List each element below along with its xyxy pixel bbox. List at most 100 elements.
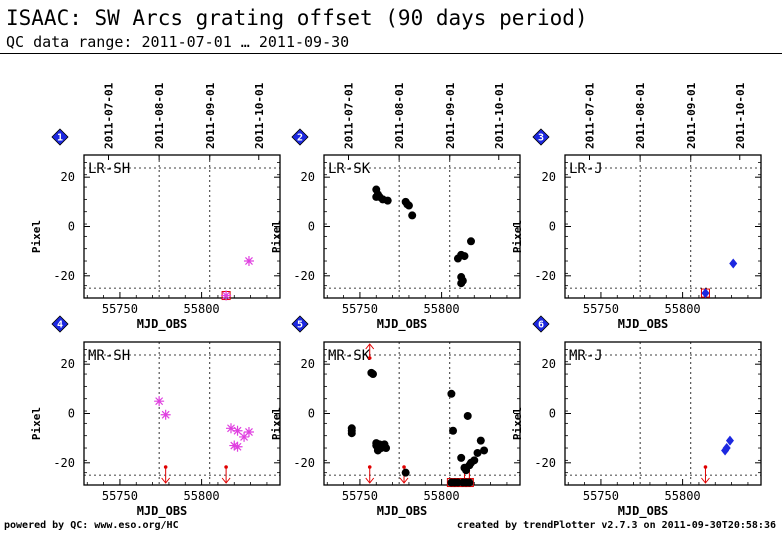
y-tick-label: 20 [301, 170, 315, 184]
y-tick-label: 0 [308, 220, 315, 234]
data-point [383, 196, 392, 205]
y-axis-label: Pixel [270, 220, 283, 253]
data-point [347, 429, 356, 438]
data-point [449, 426, 458, 435]
data-point [232, 425, 243, 436]
top-date-label: 2011-09-01 [685, 82, 698, 149]
panel-label: MR-J [569, 348, 603, 364]
top-date-label: 2011-07-01 [343, 82, 356, 149]
y-tick-label: 20 [301, 357, 315, 371]
panel-number-icon [532, 315, 550, 333]
panel-number-icon [291, 315, 309, 333]
data-point [229, 440, 240, 451]
panel-number: 6 [538, 320, 544, 331]
y-tick-label: 20 [61, 357, 75, 371]
data-point [458, 276, 467, 285]
data-point [239, 431, 250, 442]
y-tick-label: 0 [549, 220, 556, 234]
outlier-dot [224, 465, 228, 469]
data-point [447, 389, 456, 398]
x-tick-label: 55750 [583, 489, 619, 503]
page-title: ISAAC: SW Arcs grating offset (90 days p… [6, 6, 588, 30]
top-date-label: 2011-07-01 [584, 82, 597, 149]
footer-created-by: created by trendPlotter v2.7.3 on 2011-0… [456, 520, 776, 531]
top-date-label: 2011-08-01 [153, 82, 166, 149]
panel-label: LR-SH [88, 161, 130, 177]
outlier-dot [703, 465, 708, 469]
panel-number: 1 [57, 133, 63, 144]
panel-3: -20 0 20 55750 55800 2011-07-01 2011-08-01 2011… [511, 82, 762, 332]
top-date-label: 2011-08-01 [393, 82, 406, 149]
y-tick-label: 20 [542, 357, 556, 371]
top-date-label: 2011-09-01 [204, 82, 217, 149]
top-date-label: 2011-07-01 [103, 82, 116, 149]
top-date-label: 2011-10-01 [734, 82, 747, 149]
outlier-arrow-head [399, 477, 409, 484]
outlier-arrow-head [221, 477, 231, 484]
footer-powered-by: powered by QC: www.eso.org/HC [4, 520, 179, 531]
data-point [226, 423, 236, 434]
outlier-dot [402, 465, 406, 469]
x-axis-label: MJD_OBS [618, 504, 669, 519]
y-tick-label: -20 [293, 456, 315, 470]
x-axis-label: MJD_OBS [377, 504, 428, 519]
x-tick-label: 55750 [342, 302, 378, 316]
y-tick-label: 0 [68, 407, 75, 421]
outlier-dot [367, 356, 372, 360]
outlier-arrow-head [365, 477, 375, 484]
x-tick-label: 55750 [342, 489, 378, 503]
outlier-arrow-head [701, 477, 710, 484]
y-axis-label: Pixel [270, 407, 283, 440]
y-axis-label: Pixel [511, 220, 524, 253]
panel-number: 5 [297, 320, 303, 331]
data-point [460, 252, 469, 261]
y-tick-label: -20 [293, 269, 315, 283]
top-date-label: 2011-09-01 [444, 82, 457, 149]
outlier-arrow-head [365, 343, 375, 350]
panel-number: 4 [57, 320, 63, 331]
data-point [408, 211, 417, 220]
y-tick-label: 0 [549, 407, 556, 421]
x-axis-label: MJD_OBS [377, 317, 428, 332]
x-tick-label: 55800 [665, 489, 701, 503]
panel-number: 3 [538, 133, 544, 144]
x-tick-label: 55800 [424, 302, 460, 316]
panel-number-icon [532, 128, 550, 146]
data-point [701, 288, 710, 299]
x-tick-label: 55750 [583, 302, 619, 316]
y-tick-label: 0 [68, 220, 75, 234]
y-tick-label: -20 [534, 456, 556, 470]
data-point [729, 258, 738, 269]
x-axis-label: MJD_OBS [618, 317, 669, 332]
data-point [457, 453, 466, 462]
panel-number-icon [51, 315, 69, 333]
x-tick-label: 55800 [424, 489, 460, 503]
data-point [160, 409, 171, 420]
data-point [243, 426, 254, 437]
data-point [232, 441, 243, 452]
panel-label: LR-SK [328, 161, 371, 177]
x-axis-label: MJD_OBS [137, 317, 188, 332]
top-date-label: 2011-10-01 [253, 82, 266, 149]
panel-number: 2 [297, 133, 303, 144]
data-point [467, 237, 475, 246]
y-tick-label: -20 [53, 269, 75, 283]
outlier-dot [163, 465, 168, 469]
outlier-arrow-head [161, 477, 171, 484]
outlier-dot [367, 465, 372, 469]
data-point [221, 290, 232, 301]
y-axis-label: Pixel [30, 220, 43, 253]
panel-label: MR-SH [88, 348, 130, 364]
data-point [401, 468, 410, 477]
panel-2: -20 0 20 55750 55800 2011-07-01 2011-08-01 2011… [270, 82, 521, 332]
data-point [725, 435, 734, 446]
top-date-label: 2011-08-01 [634, 82, 647, 149]
y-axis-label: Pixel [511, 407, 524, 440]
panel-label: LR-J [569, 161, 603, 177]
y-tick-label: -20 [53, 456, 75, 470]
y-tick-label: -20 [534, 269, 556, 283]
header-divider [0, 53, 782, 54]
data-point [473, 448, 482, 457]
